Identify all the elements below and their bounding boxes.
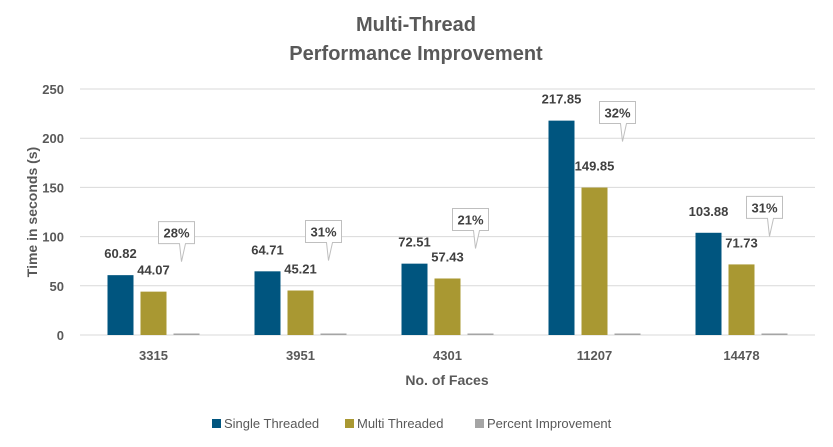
data-label: 28% <box>163 226 189 241</box>
data-label: 64.71 <box>251 242 284 257</box>
bar-single-threaded <box>548 120 575 336</box>
y-tick-label: 250 <box>42 82 64 97</box>
data-label: 45.21 <box>284 262 317 277</box>
data-label: 21% <box>457 212 483 227</box>
percent-callout: 21% <box>452 207 489 249</box>
callout-box <box>599 101 636 142</box>
bar-single-threaded <box>695 232 722 335</box>
legend-item: Multi Threaded <box>345 416 443 431</box>
percent-callout: 31% <box>305 220 342 261</box>
data-label: 71.73 <box>725 235 758 250</box>
callout-box <box>158 221 195 262</box>
bar-multi-threaded <box>728 264 755 335</box>
callout-box <box>746 195 783 237</box>
bar-percent-improvement <box>173 333 200 335</box>
bar-multi-threaded <box>140 291 167 335</box>
bar-multi-threaded <box>581 187 608 335</box>
data-label: 60.82 <box>104 246 137 261</box>
x-tick-label: 14478 <box>723 348 759 363</box>
bar-percent-improvement <box>320 333 347 335</box>
x-axis-title: No. of Faces <box>405 372 488 388</box>
legend-label: Multi Threaded <box>357 416 443 431</box>
percent-callout: 28% <box>158 221 195 262</box>
legend-label: Percent Improvement <box>487 416 612 431</box>
bar-single-threaded <box>107 275 134 335</box>
legend-swatch <box>212 419 221 428</box>
percent-callout: 31% <box>746 195 783 237</box>
y-axis-title: Time in seconds (s) <box>24 147 40 277</box>
data-label: 57.43 <box>431 249 464 264</box>
chart-title-line-1: Multi-Thread <box>356 14 476 36</box>
y-tick-label: 100 <box>42 230 64 245</box>
bar-percent-improvement <box>467 333 494 335</box>
x-tick-label: 11207 <box>577 348 612 363</box>
x-tick-label: 3315 <box>139 348 168 363</box>
data-label: 31% <box>310 225 336 240</box>
legend-label: Single Threaded <box>224 416 319 431</box>
bar-single-threaded <box>254 271 281 335</box>
bar-multi-threaded <box>287 290 314 335</box>
bar-multi-threaded <box>434 278 461 335</box>
legend-swatch <box>345 419 354 428</box>
chart-title-line-2: Performance Improvement <box>289 43 543 65</box>
data-label: 32% <box>604 106 630 121</box>
y-tick-label: 200 <box>42 131 64 146</box>
y-tick-label: 0 <box>57 328 64 343</box>
data-label: 103.88 <box>689 204 729 219</box>
callout-box <box>452 207 489 249</box>
legend-swatch <box>475 419 484 428</box>
y-tick-label: 50 <box>50 279 64 294</box>
x-tick-label: 3951 <box>286 348 315 363</box>
data-label: 149.85 <box>575 159 615 174</box>
percent-callout: 32% <box>599 101 636 142</box>
legend-item: Single Threaded <box>212 416 319 431</box>
bar-single-threaded <box>401 263 428 335</box>
data-label: 72.51 <box>398 235 431 250</box>
bar-percent-improvement <box>614 333 641 335</box>
legend-item: Percent Improvement <box>475 416 612 431</box>
data-label: 31% <box>751 200 777 215</box>
y-tick-label: 150 <box>42 180 64 195</box>
callout-box <box>305 220 342 261</box>
data-label: 217.85 <box>542 92 582 107</box>
x-tick-label: 4301 <box>433 348 462 363</box>
data-label: 44.07 <box>137 263 170 278</box>
bar-percent-improvement <box>761 333 788 335</box>
